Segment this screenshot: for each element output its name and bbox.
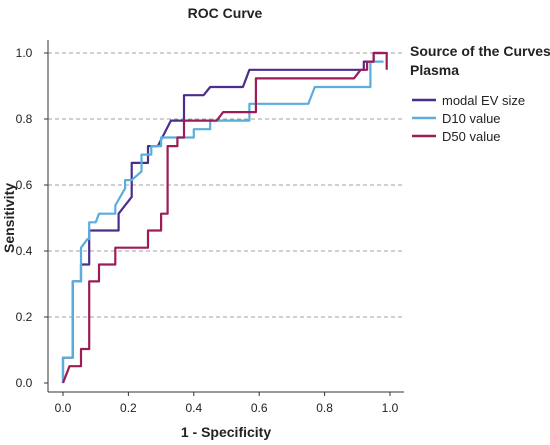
x-tick-label: 0.8 [316, 401, 333, 415]
x-tick-label: 0.0 [55, 401, 72, 415]
legend: Source of the Curves Plasma modal EV siz… [410, 43, 550, 144]
x-tick-label: 0.6 [251, 401, 268, 415]
gridlines [48, 52, 404, 318]
series-lines [61, 51, 388, 384]
y-tick-label: 0.6 [16, 178, 33, 192]
x-tick-label: 0.4 [185, 401, 202, 415]
plot-area [48, 40, 404, 392]
chart-title: ROC Curve [188, 5, 263, 21]
legend-label: D10 value [442, 111, 501, 126]
x-tick-label: 1.0 [382, 401, 399, 415]
legend-label: modal EV size [442, 93, 525, 108]
y-axis-label: Sensitivity [1, 183, 17, 253]
series-line-2 [61, 60, 384, 383]
series-line-3 [61, 51, 388, 384]
legend-subtitle: Plasma [410, 62, 459, 78]
y-tick-label: 0.0 [16, 376, 33, 390]
y-tick-label: 0.4 [16, 244, 33, 258]
legend-items: modal EV size D10 value D50 value [412, 93, 525, 144]
x-tick-label: 0.2 [120, 401, 137, 415]
y-tick-label: 0.8 [16, 112, 33, 126]
x-tick-labels: 0.0 0.2 0.4 0.6 0.8 1.0 [55, 392, 399, 415]
y-tick-label: 0.2 [16, 310, 33, 324]
legend-title: Source of the Curves [410, 43, 550, 59]
y-tick-labels: 0.0 0.2 0.4 0.6 0.8 1.0 [16, 46, 48, 390]
y-tick-label: 1.0 [16, 46, 33, 60]
x-axis-label: 1 - Specificity [181, 424, 271, 440]
legend-label: D50 value [442, 129, 501, 144]
